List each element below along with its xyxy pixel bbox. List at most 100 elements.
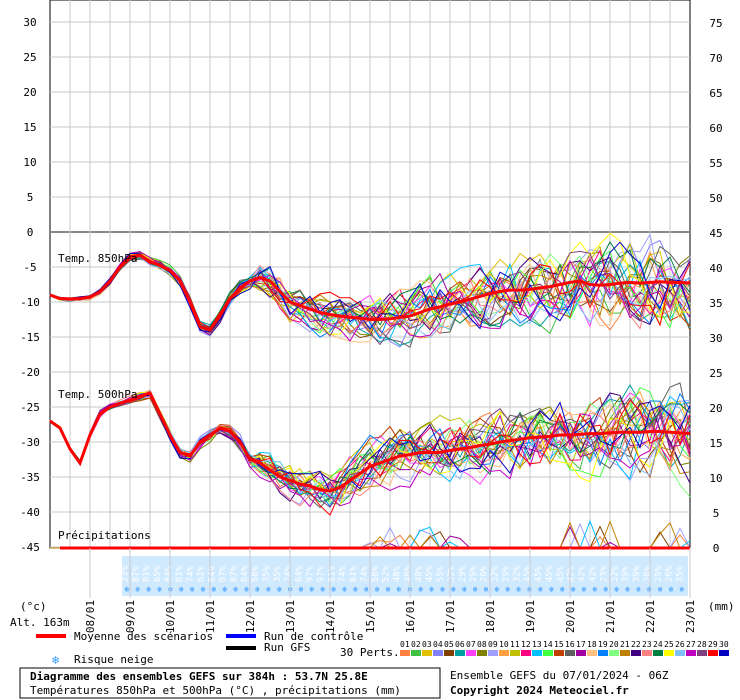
snowflake-icon: ❄ xyxy=(538,585,543,594)
snowflake-icon: ❄ xyxy=(277,585,282,594)
left-tick-label: 10 xyxy=(23,156,36,169)
snow-risk-value: 29% xyxy=(654,565,664,582)
pert-swatch xyxy=(576,650,586,656)
right-tick-label: 35 xyxy=(709,297,722,310)
snow-risk-value: 81% xyxy=(349,565,359,582)
right-tick-label: 30 xyxy=(709,332,722,345)
snowflake-icon: ❄ xyxy=(495,585,500,594)
snow-risk-value: 35% xyxy=(676,565,686,582)
x-tick-label: 20/01 xyxy=(564,600,577,633)
snow-risk-value: 45% xyxy=(523,565,533,582)
pert-number: 27 xyxy=(686,640,696,649)
left-axis-ticks: 30 25 20 15 10 5 0 -5 -10 -15 -20 -25 -30 -35 -40 -45 xyxy=(20,16,40,554)
snowflake-icon: ❄ xyxy=(222,585,227,594)
left-tick-label: -30 xyxy=(20,436,40,449)
snowflake-icon: ❄ xyxy=(299,585,304,594)
panel-label-precip: Précipitations xyxy=(58,529,151,542)
member-line xyxy=(49,252,691,335)
left-tick-label: 30 xyxy=(23,16,36,29)
pert-swatch xyxy=(455,650,465,656)
snow-risk-value: 74% xyxy=(186,565,196,582)
snow-risk-value: 65% xyxy=(153,565,163,582)
legend-mean-label: Moyenne des scénarios xyxy=(74,630,213,643)
snowflake-icon: ❄ xyxy=(505,585,510,594)
left-tick-label: 0 xyxy=(27,226,34,239)
pert-swatch xyxy=(477,650,487,656)
pert-swatch xyxy=(499,650,509,656)
pert-number: 14 xyxy=(543,640,553,649)
snow-risk-value: 26% xyxy=(480,565,490,582)
snow-risk-value: 81% xyxy=(327,565,337,582)
x-tick-label: 17/01 xyxy=(444,600,457,633)
x-tick-label: 21/01 xyxy=(604,600,617,633)
snow-risk-value: 84% xyxy=(164,565,174,582)
snow-risk-value: 87% xyxy=(131,565,141,582)
right-tick-label: 10 xyxy=(709,472,722,485)
snowflake-icon: ❄ xyxy=(462,585,467,594)
snowflake-icon: ❄ xyxy=(266,585,271,594)
chart-subtitle: Températures 850hPa et 500hPa (°C) , pré… xyxy=(30,684,401,697)
pert-number: 24 xyxy=(653,640,663,649)
pert-swatch xyxy=(554,650,564,656)
pert-swatch xyxy=(565,650,575,656)
snow-risk-value: 23% xyxy=(599,565,609,582)
snow-risk-value: 35% xyxy=(262,565,272,582)
pert-swatch xyxy=(653,650,663,656)
snowflake-icon: ❄ xyxy=(157,585,162,594)
snow-risk-value: 84% xyxy=(240,565,250,582)
left-unit-label: (°c) xyxy=(20,600,47,613)
pert-swatch xyxy=(532,650,542,656)
snow-risk-value: 48% xyxy=(414,565,424,582)
pert-number: 10 xyxy=(499,640,509,649)
snowflake-icon: ❄ xyxy=(397,585,402,594)
x-tick-label: 08/01 xyxy=(84,600,97,633)
right-tick-label: 60 xyxy=(709,122,722,135)
snow-risk-value: 55% xyxy=(436,565,446,582)
snowflake-icon: ❄ xyxy=(201,585,206,594)
left-tick-label: -5 xyxy=(23,261,36,274)
snow-risk-value: 74% xyxy=(338,565,348,582)
snow-risk-value: 61% xyxy=(197,565,207,582)
pert-swatch xyxy=(620,650,630,656)
snow-risk-value: 39% xyxy=(632,565,642,582)
legend-snow-label: Risque neige xyxy=(74,653,153,666)
snowflake-icon: ❄ xyxy=(418,585,423,594)
pert-swatch xyxy=(609,650,619,656)
snowflake-icon: ❄ xyxy=(516,585,521,594)
pert-swatch xyxy=(510,650,520,656)
pert-number: 15 xyxy=(554,640,564,649)
snowflake-icon: ❄ xyxy=(309,585,314,594)
right-tick-label: 65 xyxy=(709,87,722,100)
snowflake-icon: ❄ xyxy=(146,585,151,594)
x-tick-label: 11/01 xyxy=(204,600,217,633)
snowflake-icon: ❄ xyxy=(364,585,369,594)
left-tick-label: 25 xyxy=(23,51,36,64)
pert-swatch xyxy=(411,650,421,656)
right-tick-label: 15 xyxy=(709,437,722,450)
snow-risk-value: 45% xyxy=(425,565,435,582)
snowflake-icon: ❄ xyxy=(592,585,597,594)
x-axis-labels: 08/01 09/01 10/01 11/01 12/01 13/01 14/01 15/01… xyxy=(84,548,697,633)
snow-risk-value: 32% xyxy=(447,565,457,582)
snowflake-icon: ❄ xyxy=(52,653,59,667)
snow-risk-value: 42% xyxy=(578,565,588,582)
pert-number: 25 xyxy=(664,640,674,649)
perturbation-legend: 01 02 03 04 05 06 07 08 09 10 11 12 13 14 15 16 17 18 19 20… xyxy=(400,640,729,656)
pert-number: 05 xyxy=(444,640,454,649)
left-tick-label: -35 xyxy=(20,471,40,484)
snow-risk-value: 42% xyxy=(588,565,598,582)
snowflake-icon: ❄ xyxy=(473,585,478,594)
left-tick-label: 5 xyxy=(27,191,34,204)
pert-number: 11 xyxy=(510,640,520,649)
pert-swatch xyxy=(664,650,674,656)
pert-number: 13 xyxy=(532,640,542,649)
snowflake-icon: ❄ xyxy=(484,585,489,594)
snowflake-icon: ❄ xyxy=(179,585,184,594)
snow-risk-value: 58% xyxy=(371,565,381,582)
pert-number: 29 xyxy=(708,640,718,649)
right-tick-label: 0 xyxy=(713,542,720,555)
snowflake-icon: ❄ xyxy=(614,585,619,594)
snow-risk-value: 74% xyxy=(360,565,370,582)
